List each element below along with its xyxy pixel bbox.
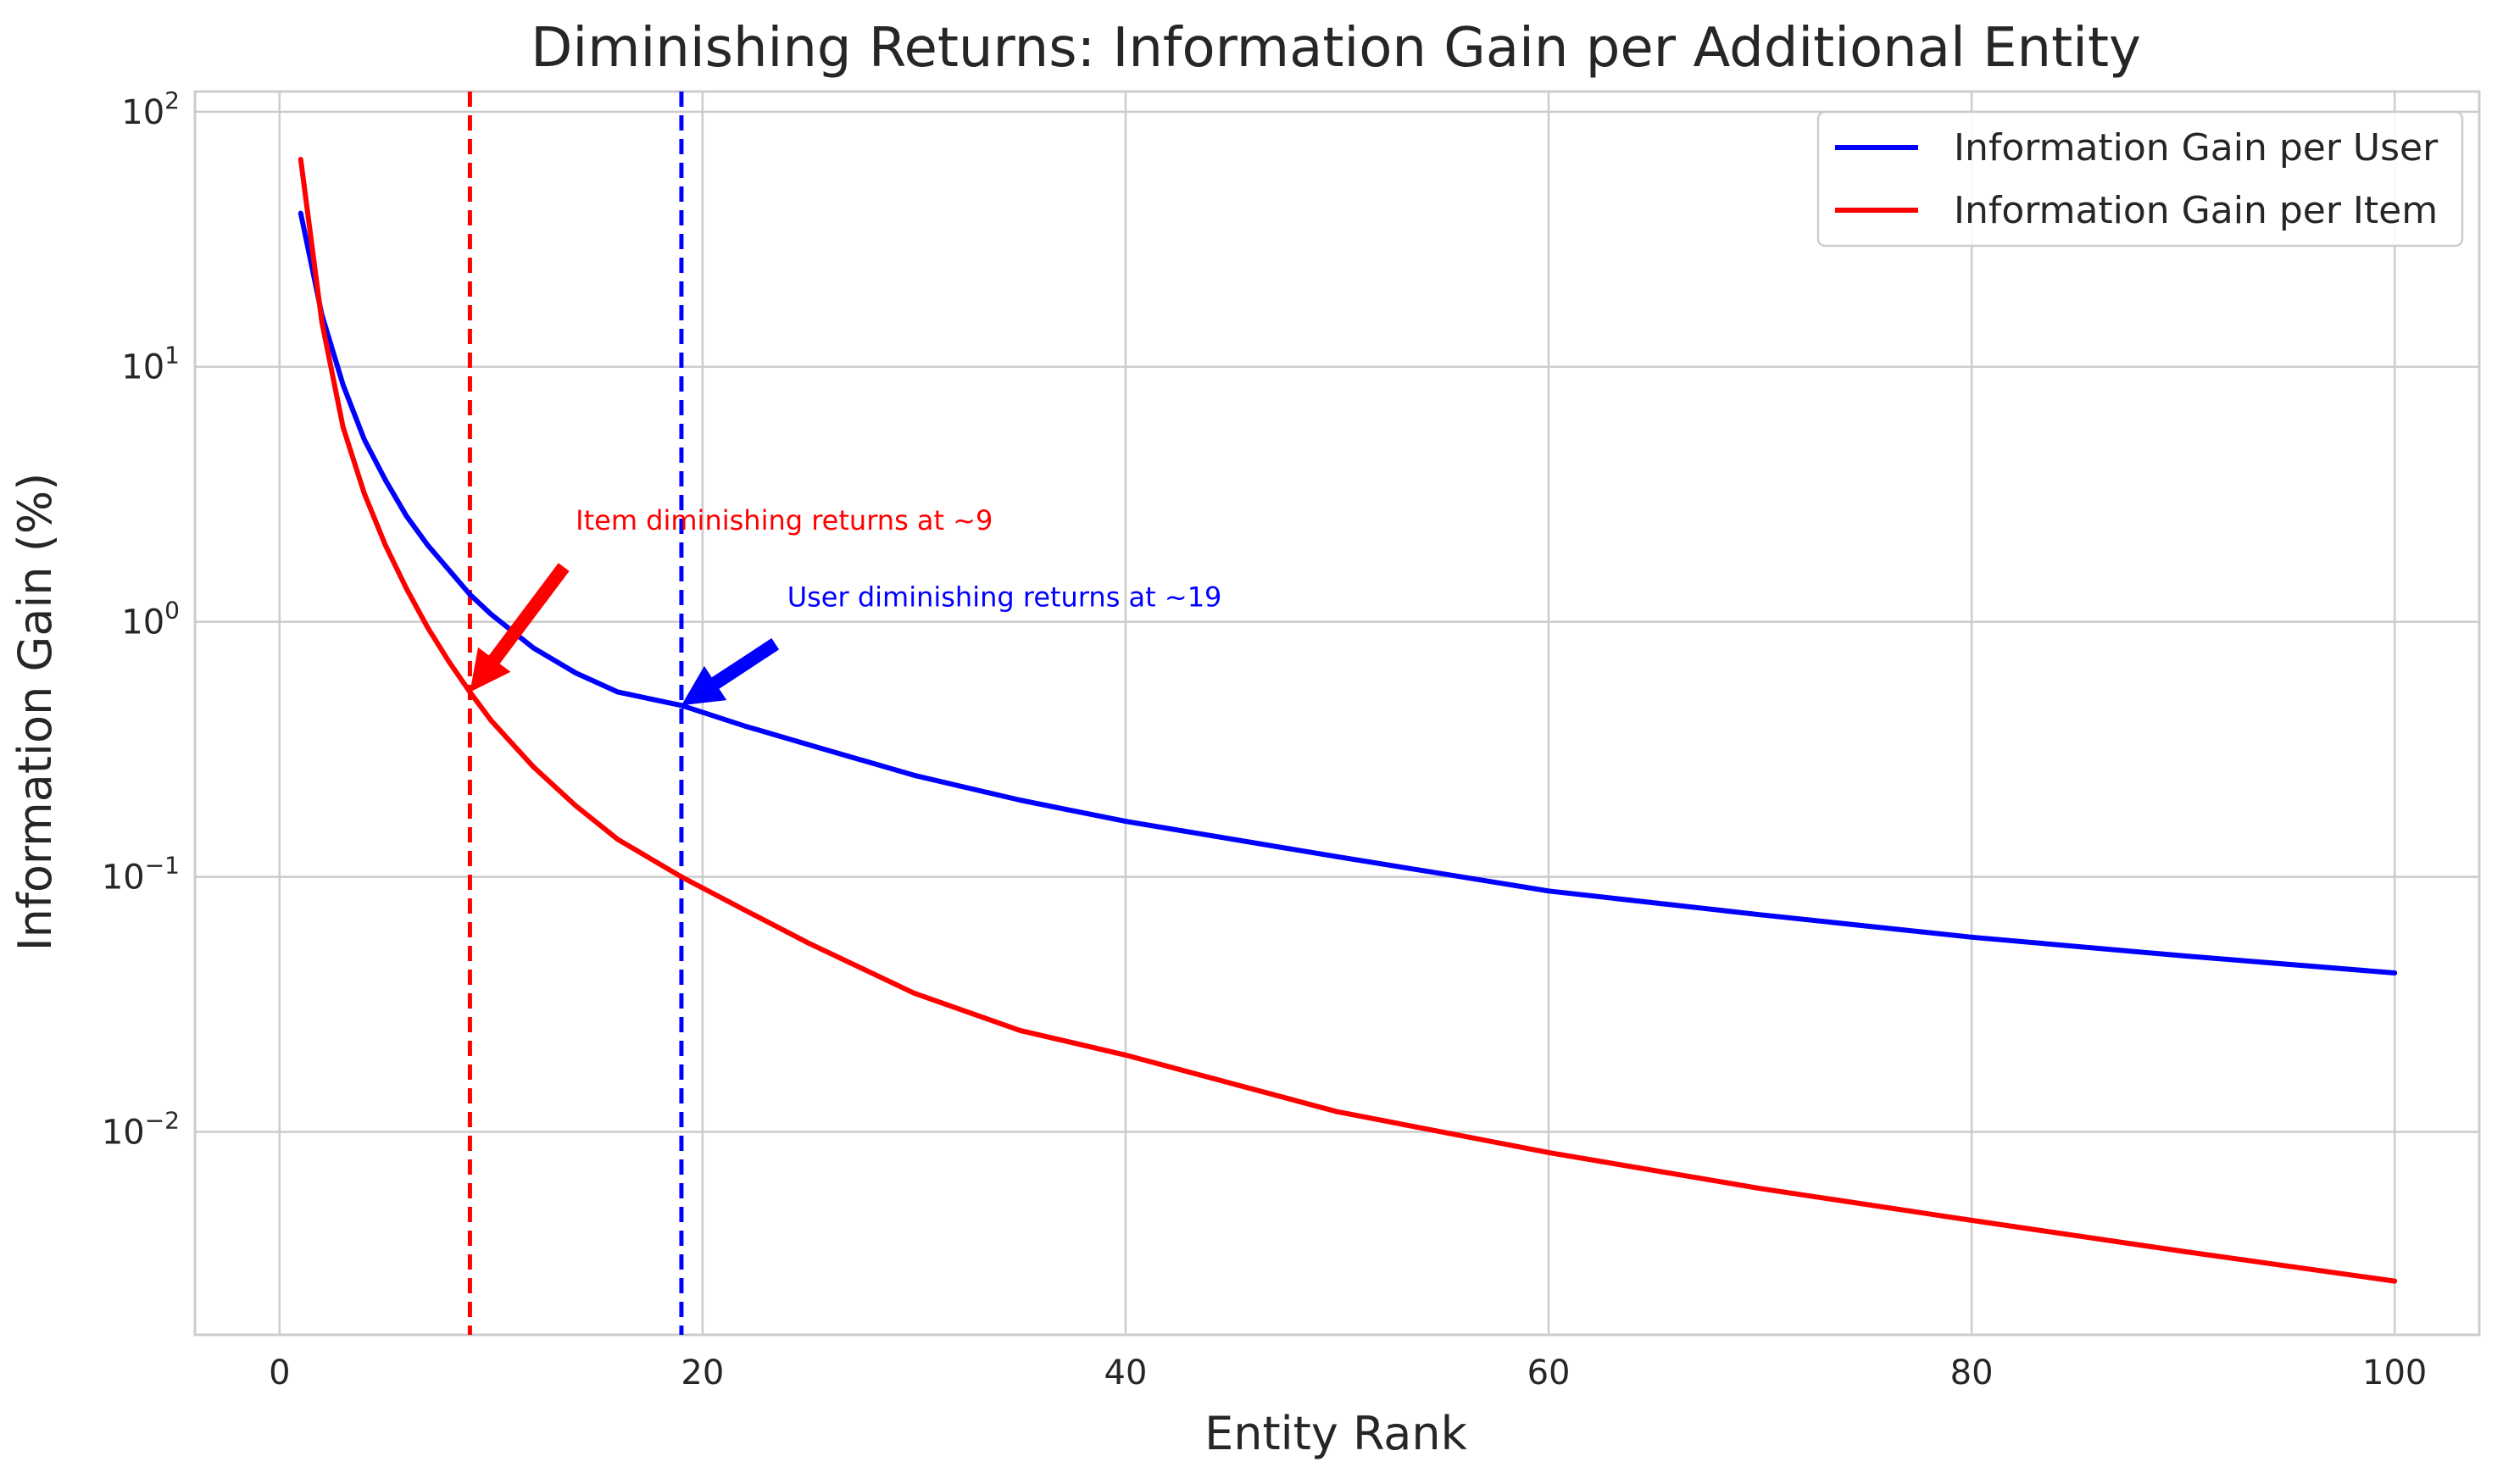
y-tick-label: 100 bbox=[121, 597, 180, 642]
x-tick-label: 80 bbox=[1950, 1353, 1994, 1392]
y-axis-label: Information Gain (%) bbox=[8, 473, 62, 952]
legend-box bbox=[1816, 110, 2464, 247]
tick-labels: 0 20 40 60 80 100 10−2 10−1 100 101 102 bbox=[102, 86, 2428, 1392]
y-tick-label: 10−2 bbox=[102, 1107, 180, 1153]
annotation-text: Item diminishing returns at ~9 bbox=[576, 504, 993, 536]
annotations: Item diminishing returns at ~9 User dimin… bbox=[470, 504, 1222, 706]
x-tick-label: 20 bbox=[681, 1353, 724, 1392]
x-tick-label: 0 bbox=[269, 1353, 290, 1392]
annotation-arrow bbox=[470, 563, 570, 692]
plot-area bbox=[193, 90, 2481, 1337]
y-tick-label: 101 bbox=[121, 342, 180, 387]
legend: Information Gain per User Information Gai… bbox=[1816, 110, 2464, 247]
series-lines bbox=[298, 157, 2398, 1284]
x-axis-label: Entity Rank bbox=[1204, 1407, 1467, 1460]
reference-lines bbox=[467, 92, 684, 1335]
series-line bbox=[298, 157, 2398, 1284]
x-tick-label: 60 bbox=[1527, 1353, 1571, 1392]
y-tick-label: 10−1 bbox=[102, 852, 180, 898]
y-tick-label: 102 bbox=[121, 86, 180, 132]
annotation-arrow bbox=[681, 638, 780, 706]
annotation-text: User diminishing returns at ~19 bbox=[787, 581, 1222, 614]
x-tick-label: 40 bbox=[1104, 1353, 1148, 1392]
chart-title: Diminishing Returns: Information Gain pe… bbox=[531, 17, 2141, 80]
series-line bbox=[298, 210, 2398, 975]
legend-label: Information Gain per Item bbox=[1954, 189, 2438, 232]
x-tick-label: 100 bbox=[2362, 1353, 2427, 1392]
legend-label: Information Gain per User bbox=[1954, 126, 2439, 170]
